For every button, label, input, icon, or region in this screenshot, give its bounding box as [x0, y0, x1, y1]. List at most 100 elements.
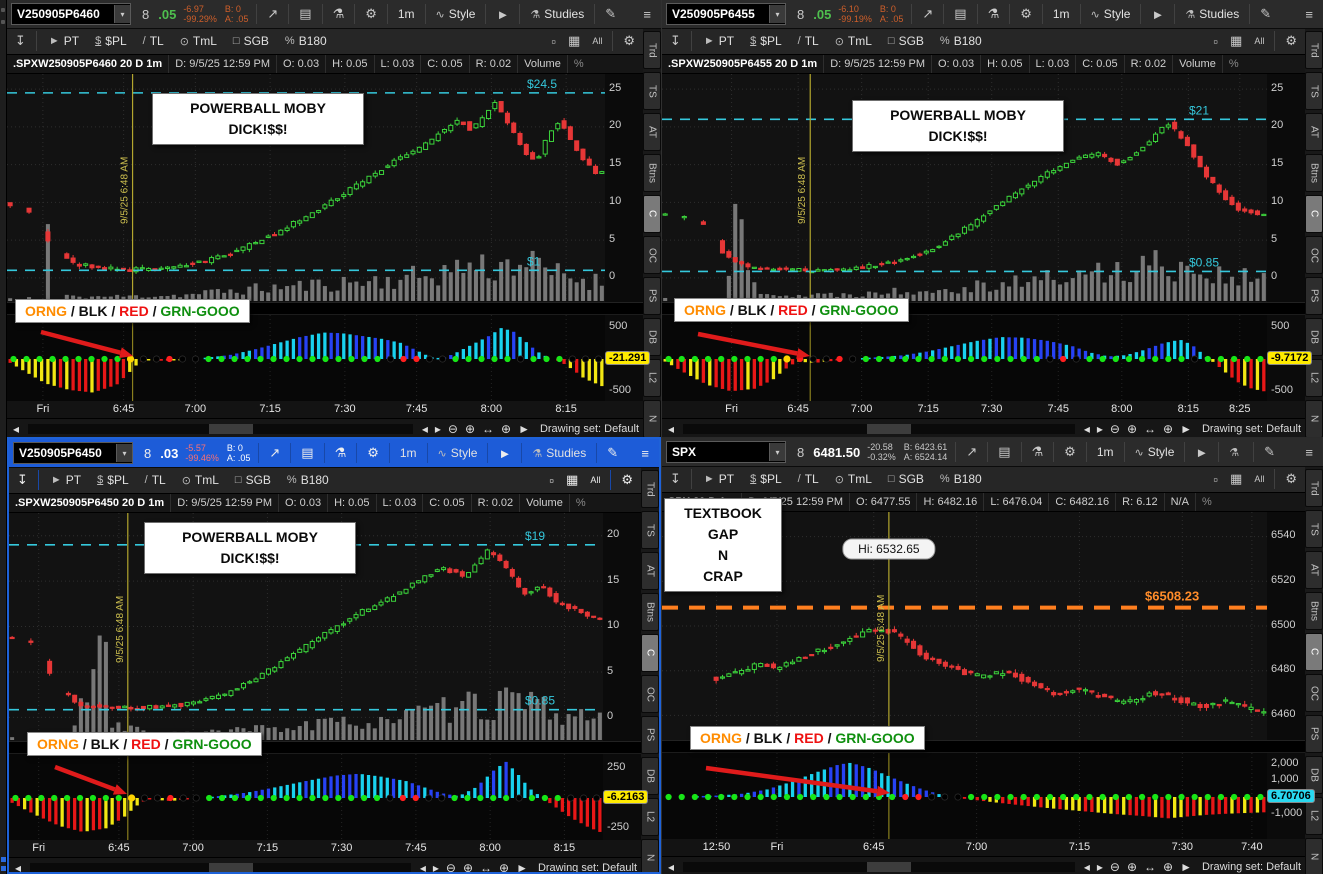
zoom-in-icon[interactable]: ⊕ [1126, 859, 1137, 874]
lower-study-canvas[interactable] [662, 753, 1267, 839]
chart-menu-icon[interactable]: ≡ [641, 445, 649, 461]
single-pane-icon[interactable]: ▫ [1213, 471, 1219, 487]
gadget-tab-db[interactable]: DB [643, 318, 661, 356]
scrollbar-thumb[interactable] [867, 423, 912, 434]
pan-right-icon[interactable]: ▸ [434, 421, 441, 436]
gadget-tab-oc[interactable]: OC [1305, 674, 1323, 712]
tool-b180-button[interactable]: % B180 [932, 34, 990, 48]
price-axis[interactable]: 6540 6520 6500 6480 6460 [1267, 511, 1305, 740]
zoom-out-icon[interactable]: ⊖ [1109, 421, 1120, 436]
signal-legend-note[interactable]: ORNG / BLK / RED / GRN-GOOO [15, 299, 250, 323]
drawing-set-selector[interactable]: Drawing set: Default [537, 861, 637, 874]
left-collapsed-rail[interactable] [0, 0, 7, 874]
pointer-tool-icon[interactable]: ► [1151, 6, 1165, 22]
gadget-tab-at[interactable]: AT [1305, 113, 1323, 151]
drawing-tools-icon[interactable]: ✎ [1264, 444, 1276, 459]
share-icon[interactable]: ↗ [267, 6, 279, 21]
fit-width-icon[interactable]: ↔ [1144, 421, 1156, 436]
news-icon[interactable]: ▤ [301, 445, 314, 460]
symbol-dropdown-button[interactable]: ▾ [769, 5, 785, 23]
gadget-tab-ts[interactable]: TS [1305, 72, 1323, 110]
study-axis[interactable]: 250 -250 -6.2163 [603, 754, 649, 840]
pan-left-icon[interactable]: ◂ [1083, 421, 1090, 436]
all-panes-icon[interactable]: All [1254, 474, 1265, 485]
single-pane-icon[interactable]: ▫ [551, 33, 557, 49]
price-chart-canvas[interactable]: $21 $0.85 9/5/25 6:48 AM [662, 73, 1267, 302]
zoom-out-icon[interactable]: ⊖ [1109, 859, 1120, 874]
price-chart-canvas[interactable]: $19 $0.85 9/5/25 6:48 AM [9, 512, 603, 741]
tool-tl-button[interactable]: / TL [137, 473, 174, 487]
share-icon[interactable]: ↗ [269, 445, 281, 460]
studies-button[interactable]: ⚗ Studies [1179, 7, 1245, 21]
gadget-tab-n[interactable]: N [1305, 838, 1323, 874]
all-panes-icon[interactable]: All [590, 475, 601, 486]
gadget-tab-db[interactable]: DB [641, 757, 659, 795]
lower-study-canvas[interactable] [662, 315, 1267, 401]
symbol-input[interactable]: V250905P6460 ▾ [11, 3, 131, 25]
gadget-tab-l2[interactable]: L2 [641, 798, 659, 836]
gadget-tab-at[interactable]: AT [1305, 551, 1323, 589]
grid-layout-icon[interactable]: ▦ [1230, 471, 1243, 487]
interval-button[interactable]: 1m [394, 446, 423, 460]
gadget-tab-ps[interactable]: PS [643, 277, 661, 315]
pin-toolbar-icon[interactable]: ↧ [15, 33, 26, 49]
gadget-tab-ps[interactable]: PS [1305, 277, 1323, 315]
pin-toolbar-icon[interactable]: ↧ [670, 471, 681, 487]
gadget-tab-btns[interactable]: Btns [641, 593, 659, 631]
gadget-tab-c[interactable]: C [641, 634, 659, 672]
studies-button[interactable]: ⚗ Studies [524, 7, 590, 21]
gadget-tab-c[interactable]: C [643, 195, 661, 233]
cursor-mode-icon[interactable]: ► [516, 860, 528, 874]
gadget-tab-n[interactable]: N [1305, 400, 1323, 437]
interval-button[interactable]: 1m [1047, 7, 1076, 21]
share-icon[interactable]: ↗ [966, 444, 978, 459]
pane-settings-gear-icon[interactable]: ⚙ [623, 33, 635, 49]
share-icon[interactable]: ↗ [922, 6, 934, 21]
tool-spl-button[interactable]: $ $PL [87, 34, 134, 48]
tool-b180-button[interactable]: % B180 [932, 472, 990, 486]
drawing-set-selector[interactable]: Drawing set: Default [1201, 422, 1301, 435]
price-axis[interactable]: 20 15 10 5 0 [603, 512, 641, 741]
link-charts-icon[interactable]: 8 [797, 444, 805, 460]
gadget-tab-c[interactable]: C [1305, 195, 1323, 233]
style-button[interactable]: ∿ Style [430, 7, 482, 21]
gadget-tab-oc[interactable]: OC [641, 675, 659, 713]
news-icon[interactable]: ▤ [954, 6, 967, 21]
pan-right-icon[interactable]: ▸ [1096, 421, 1103, 436]
chart-menu-icon[interactable]: ≡ [1305, 6, 1313, 22]
gadget-tab-n[interactable]: N [643, 400, 661, 437]
grid-layout-icon[interactable]: ▦ [566, 472, 579, 488]
single-pane-icon[interactable]: ▫ [1213, 33, 1219, 49]
news-icon[interactable]: ▤ [998, 444, 1011, 459]
tool-tl-button[interactable]: / TL [790, 34, 827, 48]
tool-tml-button[interactable]: ⊙ TmL [827, 34, 880, 48]
link-charts-icon[interactable]: 8 [144, 445, 152, 461]
settings-gear-icon[interactable]: ⚙ [365, 6, 377, 21]
gadget-tab-trd[interactable]: Trd [1305, 31, 1323, 69]
header-mode-icon[interactable]: % [1201, 495, 1212, 508]
price-axis[interactable]: 25 20 15 10 5 0 [1267, 73, 1305, 302]
symbol-dropdown-button[interactable]: ▾ [769, 443, 785, 461]
news-icon[interactable]: ▤ [299, 6, 312, 21]
study-axis[interactable]: 2,000 1,000 -1,000 6.70706 [1267, 753, 1315, 839]
link-charts-icon[interactable]: 8 [142, 6, 150, 22]
pan-left-icon[interactable]: ◂ [419, 860, 426, 874]
zoom-out-icon[interactable]: ⊖ [445, 860, 456, 874]
lower-study-area[interactable]: 2,000 1,000 -1,000 6.70706 [662, 753, 1315, 839]
quick-study-flask-icon[interactable]: ⚗ [987, 6, 1000, 21]
gadget-tab-trd[interactable]: Trd [1305, 469, 1323, 507]
drawing-tools-icon[interactable]: ✎ [607, 445, 619, 460]
header-mode-icon[interactable]: % [575, 496, 586, 509]
symbol-input[interactable]: V250905P6450 ▾ [13, 442, 133, 464]
rail-gadget-icon[interactable] [1, 857, 6, 862]
quick-study-flask-icon[interactable]: ⚗ [332, 6, 345, 21]
scrollbar-thumb[interactable] [208, 423, 253, 434]
price-axis[interactable]: 25 20 15 10 5 0 [605, 73, 643, 302]
tool-spl-button[interactable]: $ $PL [742, 472, 789, 486]
studies-button[interactable]: ⚗ [1223, 446, 1249, 459]
tool-spl-button[interactable]: $ $PL [89, 473, 136, 487]
pin-toolbar-icon[interactable]: ↧ [17, 472, 28, 488]
gadget-tab-oc[interactable]: OC [1305, 236, 1323, 274]
scrollbar-thumb[interactable] [867, 861, 912, 872]
lower-study-area[interactable]: 500 -500 -9.7172 [662, 315, 1313, 401]
